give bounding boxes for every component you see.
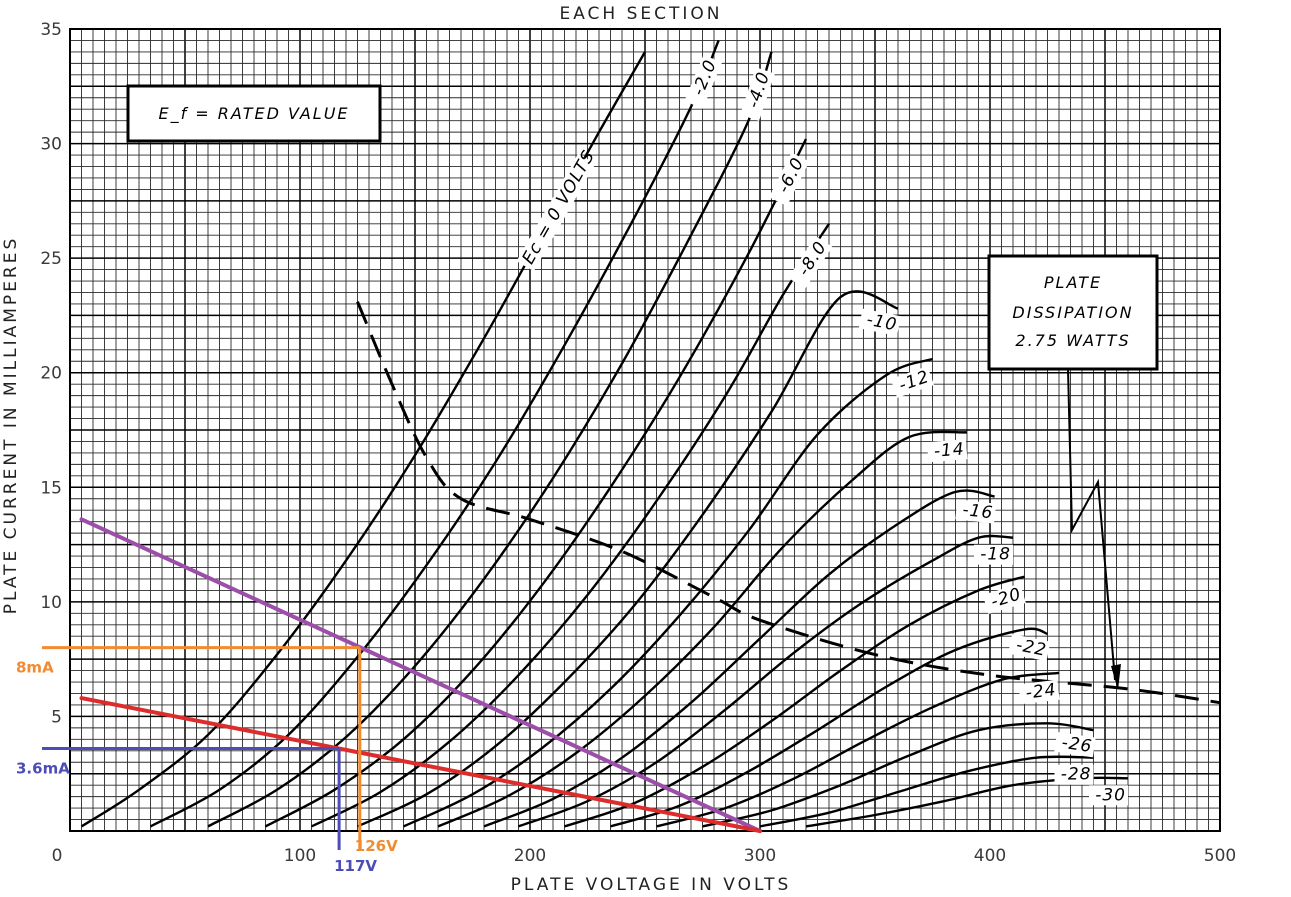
operating-voltage-label: 117V [334, 857, 377, 875]
dissipation-note-line-2: DISSIPATION [1012, 303, 1133, 322]
load-line [79, 517, 762, 833]
y-tick-label: 35 [40, 20, 62, 40]
chart-grid [69, 28, 1221, 832]
curve-label-group: Ec = 0 VOLTS [516, 147, 599, 272]
y-tick-label: 15 [40, 478, 62, 498]
curve-label-group: -24 [1018, 679, 1060, 705]
curve-label-background [1054, 764, 1094, 785]
y-tick-label: 25 [40, 249, 62, 269]
curve-label: -28 [1061, 765, 1092, 785]
x-tick-label: 500 [1204, 846, 1236, 866]
operating-point-annotations: 8mA 126V 3.6mA 117V [16, 646, 398, 875]
curve-label-background [890, 366, 935, 398]
curve-label: -30 [1095, 785, 1126, 805]
grid-voltage-curve [759, 755, 1094, 828]
curve-label-background [769, 152, 810, 207]
curve-label-background [740, 67, 775, 122]
curve-label-background [788, 235, 833, 289]
plot-border [69, 28, 1221, 832]
grid-voltage-curve [656, 671, 1060, 828]
curve-label-background [684, 54, 722, 109]
grid-voltage-curve [702, 722, 1094, 828]
grid-voltage-curve [518, 534, 1014, 828]
curve-label-background [955, 499, 997, 524]
curve-label-background [982, 583, 1026, 615]
grid-voltage-curve [356, 290, 899, 828]
grid-voltage-curve [80, 51, 647, 828]
curve-label-group: -12 [890, 366, 935, 398]
curve-label-background [926, 439, 968, 463]
curve-label: -16 [961, 500, 994, 523]
grid-voltage-curve [264, 138, 808, 828]
filament-note-text: E_f = RATED VALUE [158, 104, 349, 124]
filament-note-box: E_f = RATED VALUE [126, 84, 382, 143]
y-tick-label: 20 [40, 364, 62, 384]
y-tick-label: 5 [51, 707, 62, 727]
curve-label-group: -4.0 [740, 67, 775, 122]
grid-voltage-curve [310, 223, 831, 828]
grid-voltage-curves [80, 40, 1129, 828]
curve-label-background [1089, 785, 1128, 806]
curve-label: -24 [1025, 680, 1058, 704]
dissipation-note-line-1: PLATE [1044, 273, 1102, 292]
operating-voltage-label: 126V [355, 837, 398, 855]
curve-label-group: -30 [1089, 785, 1128, 806]
curve-label: -22 [1014, 635, 1048, 661]
grid-voltage-curve [564, 575, 1025, 828]
load-line [79, 696, 762, 833]
curve-label: -26 [1060, 733, 1093, 757]
x-axis-ticks: 0 100 200 300 400 500 [52, 846, 1237, 866]
grid-voltage-curve [610, 627, 1048, 828]
dissipation-note-line-3: 2.75 WATTS [1015, 331, 1130, 350]
y-axis-title: PLATE CURRENT IN MILLIAMPERES [1, 236, 21, 615]
curve-label: -14 [933, 439, 965, 461]
dissipation-note-box: PLATE DISSIPATION 2.75 WATTS [987, 254, 1159, 690]
chart-title: EACH SECTION [559, 4, 722, 24]
x-tick-label: 300 [744, 846, 776, 866]
x-tick-label: 100 [284, 846, 316, 866]
curve-label-group: -18 [974, 544, 1013, 565]
curve-label-background [1008, 633, 1051, 662]
curve-label-group: -26 [1054, 731, 1096, 758]
y-axis-ticks: 5 10 15 20 25 30 35 [40, 20, 62, 727]
curve-label: -12 [896, 367, 932, 396]
grid-voltage-curve [437, 430, 968, 828]
y-tick-label: 30 [40, 135, 62, 155]
grid-voltage-curve [207, 51, 773, 828]
x-axis-title: PLATE VOLTAGE IN VOLTS [511, 875, 792, 895]
curve-label-group: -22 [1008, 633, 1051, 662]
curve-label: -18 [980, 545, 1011, 565]
grid-voltage-curve [483, 489, 995, 828]
curve-label: -20 [989, 584, 1024, 612]
plate-dissipation-curve [356, 301, 1221, 705]
curve-label-background [1054, 731, 1096, 758]
curve-label-background [858, 308, 901, 336]
x-tick-label: 200 [514, 846, 546, 866]
x-tick-label: 400 [974, 846, 1006, 866]
curve-label-group: -28 [1054, 764, 1094, 785]
curve-label-group: -16 [955, 499, 997, 524]
operating-current-label: 3.6mA [16, 760, 70, 778]
curve-label-background [516, 153, 596, 272]
curve-label-group: -10 [858, 308, 901, 336]
curve-label-group: -20 [982, 583, 1026, 615]
y-tick-label: 10 [40, 593, 62, 613]
dissipation-pointer-arrowhead [1111, 664, 1121, 690]
grid-voltage-curve [402, 357, 933, 828]
curve-label-group: -6.0 [769, 152, 810, 207]
operating-current-label: 8mA [16, 659, 54, 677]
curve-label-background [1018, 679, 1060, 705]
curve-label-background [974, 544, 1013, 565]
curve-label: -10 [865, 310, 899, 336]
curve-label-group: -14 [926, 439, 968, 463]
x-tick-label: 0 [52, 846, 63, 866]
load-lines [79, 517, 762, 833]
dissipation-pointer-line [1067, 368, 1116, 681]
grid-voltage-curve [149, 40, 720, 828]
